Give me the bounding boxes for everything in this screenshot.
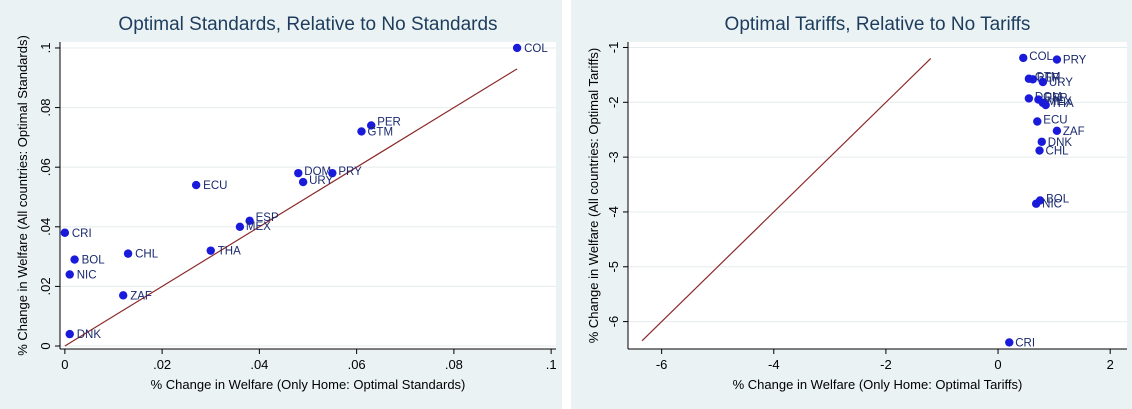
data-point [1052, 126, 1062, 136]
point-label: MEX [1047, 96, 1072, 108]
data-point [298, 177, 308, 187]
x-tick-label: -2 [880, 357, 892, 372]
y-tick-label: .08 [38, 99, 53, 117]
chart-panel-standards: 0 .02 .04 .06 .08 .1 0 .02 .04 .06 .08 .1 COL PER GTM D… [0, 0, 562, 409]
point-label: BOL [82, 255, 106, 267]
x-tick-label: 2 [1107, 357, 1114, 372]
y-tick-label: -3 [606, 151, 621, 163]
x-tick-label: 0 [994, 357, 1001, 372]
point-label: CHL [135, 249, 159, 261]
point-label: DNK [1048, 137, 1073, 149]
point-label: PRY [1063, 55, 1087, 67]
point-label: CHL [1046, 146, 1070, 158]
data-point [206, 246, 215, 255]
data-point [1024, 94, 1034, 103]
point-label: MEX [246, 221, 271, 233]
point-label: URY [309, 175, 333, 187]
y-tick-label: -1 [606, 42, 621, 54]
point-label: NIC [77, 269, 97, 281]
y-axis-label: % Change in Welfare (All countries: Opti… [15, 35, 30, 356]
data-point [1041, 100, 1050, 110]
x-tick-label: .04 [250, 357, 268, 372]
point-label: DNK [77, 329, 102, 341]
data-point [1019, 53, 1028, 63]
data-point [235, 222, 245, 231]
x-tick-label: 0 [61, 357, 68, 372]
fit-line [64, 68, 518, 347]
point-label: CRI [1015, 337, 1035, 349]
data-point [191, 180, 201, 190]
data-point [512, 43, 522, 53]
y-tick-label: -2 [606, 97, 621, 109]
point-label: THA [1051, 98, 1074, 110]
point-label: NIC [1042, 199, 1062, 211]
point-label: COL [524, 43, 548, 55]
data-point [328, 168, 337, 178]
data-point [1038, 77, 1048, 87]
data-point [294, 168, 303, 178]
point-label: ECU [203, 180, 227, 192]
point-label: ESP [1044, 93, 1067, 105]
data-point [1052, 55, 1062, 64]
point-label: ZAF [1063, 126, 1085, 138]
data-point [245, 216, 254, 226]
point-label: CRI [72, 228, 92, 240]
point-label: THA [218, 246, 241, 258]
x-tick-label: .02 [153, 357, 171, 372]
fit-line [641, 58, 932, 342]
point-label: BOL [1046, 193, 1070, 205]
data-point [60, 228, 70, 237]
x-tick-label: .06 [348, 357, 366, 372]
data-point [1035, 146, 1044, 155]
plot-area [628, 42, 1127, 349]
y-tick-label: -6 [606, 316, 621, 328]
data-point [123, 249, 133, 258]
data-point [1005, 338, 1014, 347]
y-tick-label: .04 [38, 218, 53, 236]
y-tick-label: .02 [38, 277, 53, 295]
x-tick-label: .08 [445, 357, 463, 372]
y-axis-label: % Change in Welfare (All countries: Opti… [586, 48, 601, 344]
point-label: COL [1029, 51, 1053, 63]
data-point [367, 121, 376, 130]
point-label: PER [377, 116, 401, 128]
chart-panel-tariffs: -6 -4 -2 0 2 -1 -2 -3 -4 -5 -6 COL PRY GTM PER URY DOM ES… [571, 0, 1132, 409]
y-tick-label: .06 [38, 158, 53, 176]
data-point [357, 127, 366, 136]
point-label: URY [1049, 77, 1073, 89]
x-axis-label: % Change in Welfare (Only Home: Optimal … [733, 377, 1023, 392]
point-label: PRY [338, 166, 362, 178]
data-point [1031, 199, 1041, 208]
data-point [119, 291, 128, 300]
data-point [1033, 117, 1042, 126]
point-label: DOM [304, 166, 331, 178]
data-point [1037, 137, 1046, 146]
x-tick-label: -4 [768, 357, 780, 372]
y-tick-label: -5 [606, 261, 621, 273]
x-axis-label: % Change in Welfare (Only Home: Optimal … [151, 377, 466, 392]
point-label: ECU [1043, 114, 1067, 126]
y-tick-label: 0 [38, 342, 53, 349]
chart-title: Optimal Standards, Relative to No Standa… [118, 14, 497, 35]
y-tick-label: .1 [38, 43, 53, 54]
point-label: ZAF [130, 290, 152, 302]
point-label: ESP [256, 212, 279, 224]
data-point [65, 329, 74, 339]
data-point [1028, 75, 1038, 84]
y-tick-label: -4 [606, 206, 621, 218]
x-tick-label: -6 [656, 357, 668, 372]
chart-title: Optimal Tariffs, Relative to No Tariffs [725, 14, 1031, 35]
data-point [70, 255, 79, 264]
point-label: GTM [367, 126, 393, 138]
x-tick-label: .1 [546, 357, 557, 372]
data-point [65, 270, 74, 279]
